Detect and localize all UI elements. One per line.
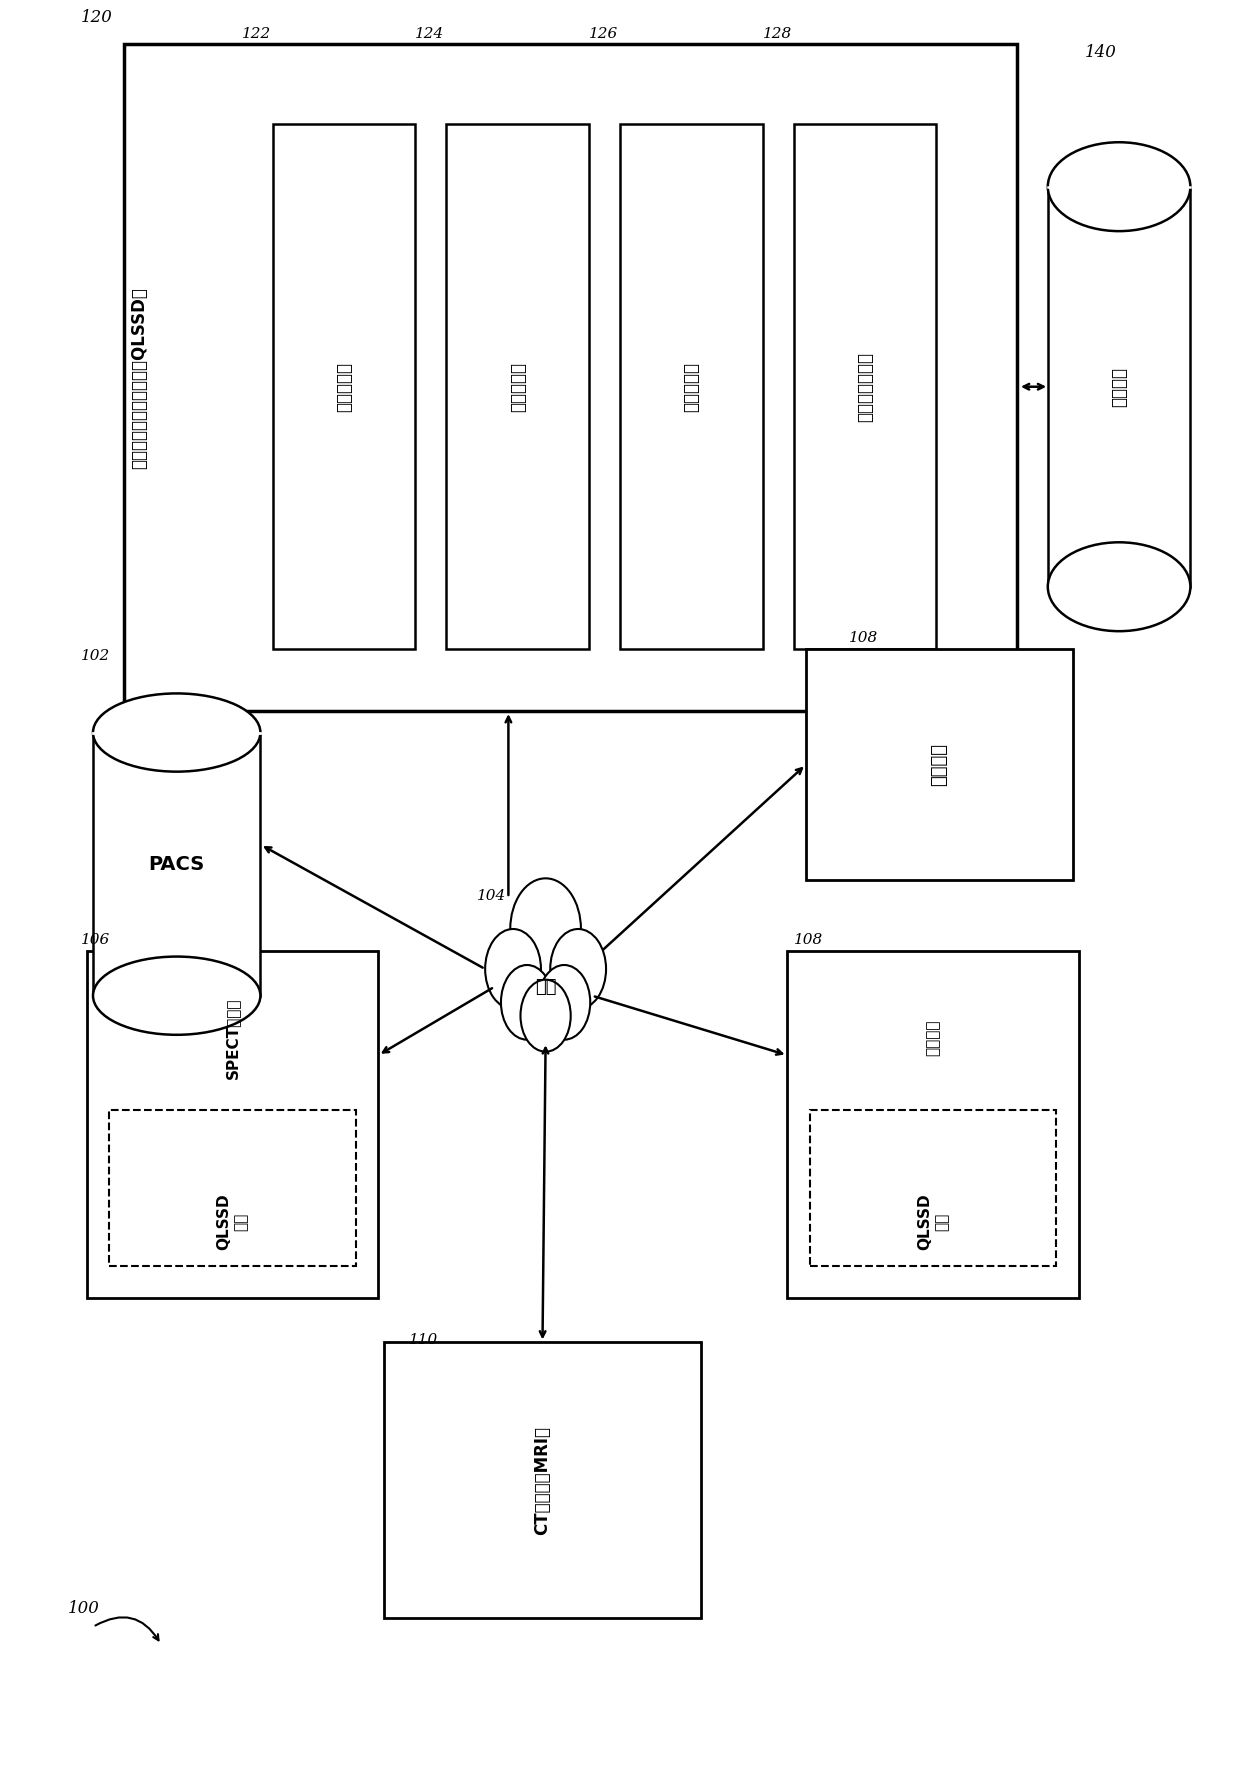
- Text: 102: 102: [81, 649, 110, 663]
- Text: 110: 110: [409, 1334, 439, 1348]
- Text: PACS: PACS: [149, 855, 205, 873]
- FancyBboxPatch shape: [87, 951, 378, 1298]
- FancyBboxPatch shape: [273, 124, 415, 649]
- Ellipse shape: [1048, 542, 1190, 631]
- Text: 临床系统: 临床系统: [925, 1019, 941, 1056]
- Circle shape: [551, 928, 606, 1010]
- FancyBboxPatch shape: [93, 733, 260, 996]
- Text: 104: 104: [477, 889, 507, 903]
- Text: 140: 140: [1085, 44, 1117, 62]
- Text: 120: 120: [81, 9, 113, 27]
- Text: 临床系统: 临床系统: [930, 743, 949, 786]
- Text: QLSSD
模块: QLSSD 模块: [916, 1193, 950, 1250]
- Text: 图像检索器: 图像检索器: [335, 361, 353, 412]
- FancyBboxPatch shape: [810, 1109, 1056, 1266]
- Text: 100: 100: [68, 1600, 100, 1618]
- Text: 图像检测器: 图像检测器: [508, 361, 527, 412]
- FancyBboxPatch shape: [109, 1109, 356, 1266]
- Ellipse shape: [93, 693, 260, 772]
- FancyBboxPatch shape: [794, 124, 936, 649]
- Text: 124: 124: [415, 27, 445, 41]
- Text: 108: 108: [794, 933, 823, 948]
- Text: 108: 108: [849, 631, 879, 645]
- Circle shape: [538, 965, 590, 1040]
- Text: 126: 126: [589, 27, 619, 41]
- Text: 128: 128: [763, 27, 792, 41]
- Text: 参数计算器: 参数计算器: [682, 361, 701, 412]
- FancyBboxPatch shape: [446, 124, 589, 649]
- Ellipse shape: [1048, 142, 1190, 231]
- FancyBboxPatch shape: [787, 951, 1079, 1298]
- Text: 网络: 网络: [534, 978, 557, 996]
- FancyBboxPatch shape: [124, 44, 1017, 711]
- Circle shape: [511, 878, 580, 980]
- FancyBboxPatch shape: [806, 649, 1073, 880]
- Text: 患者数据: 患者数据: [1110, 366, 1128, 407]
- FancyBboxPatch shape: [384, 1342, 701, 1618]
- Text: SPECT扫描仪: SPECT扫描仪: [224, 997, 241, 1079]
- Text: CT扫描仪、MRI等: CT扫描仪、MRI等: [533, 1426, 552, 1534]
- FancyBboxPatch shape: [1048, 187, 1190, 587]
- Text: 106: 106: [81, 933, 110, 948]
- Circle shape: [501, 965, 553, 1040]
- Text: 定量肝脏脾脏扫描诊断（QLSSD）: 定量肝脏脾脏扫描诊断（QLSSD）: [130, 286, 148, 469]
- Text: 用户界面生成器: 用户界面生成器: [856, 352, 874, 421]
- FancyBboxPatch shape: [620, 124, 763, 649]
- Circle shape: [485, 928, 541, 1010]
- Circle shape: [521, 980, 570, 1053]
- Text: QLSSD
模块: QLSSD 模块: [216, 1193, 249, 1250]
- Ellipse shape: [93, 957, 260, 1035]
- Text: 122: 122: [242, 27, 272, 41]
